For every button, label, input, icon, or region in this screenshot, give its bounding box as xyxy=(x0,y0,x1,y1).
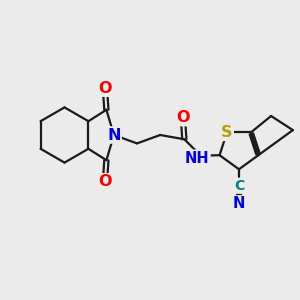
Text: O: O xyxy=(98,81,112,96)
Text: O: O xyxy=(98,174,112,189)
Text: NH: NH xyxy=(185,151,210,166)
Text: S: S xyxy=(221,125,233,140)
Text: O: O xyxy=(176,110,190,125)
Text: N: N xyxy=(107,128,121,142)
Text: N: N xyxy=(233,196,245,211)
Text: C: C xyxy=(234,179,244,193)
